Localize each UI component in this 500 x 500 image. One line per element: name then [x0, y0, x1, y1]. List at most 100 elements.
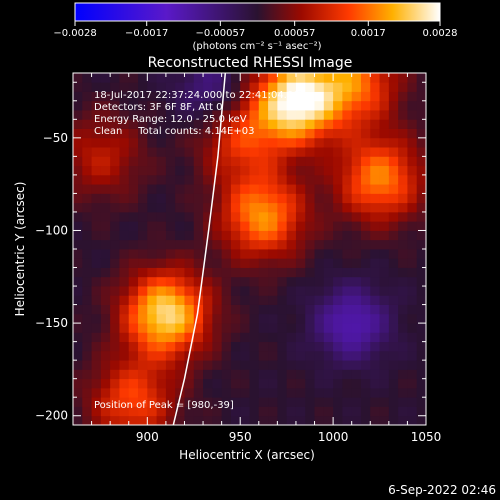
heatmap-cell — [379, 147, 390, 157]
heatmap-cell — [73, 230, 83, 241]
heatmap-cell — [203, 249, 213, 259]
heatmap-cell — [221, 276, 232, 287]
heatmap-cell — [333, 323, 343, 333]
heatmap-cell — [268, 397, 278, 407]
heatmap-cell — [305, 332, 315, 343]
heatmap-cell — [212, 202, 223, 213]
heatmap-cell — [119, 341, 130, 352]
heatmap-cell — [286, 249, 297, 259]
colorbar-unit-label: (photons cm⁻² s⁻¹ asec⁻²) — [192, 41, 321, 52]
heatmap-cell — [314, 211, 325, 222]
heatmap-cell — [82, 174, 92, 185]
heatmap-cell — [323, 156, 334, 167]
heatmap-cell — [156, 156, 167, 167]
heatmap-cell — [295, 332, 306, 343]
heatmap-cell — [416, 369, 426, 380]
heatmap-cell — [240, 313, 250, 324]
heatmap-cell — [147, 91, 158, 102]
heatmap-cell — [138, 332, 148, 343]
heatmap-cell — [370, 147, 380, 157]
heatmap-cell — [184, 128, 195, 139]
heatmap-cell — [240, 202, 250, 213]
heatmap-cell — [73, 276, 83, 287]
heatmap-cell — [342, 304, 353, 315]
heatmap-cell — [295, 304, 306, 315]
heatmap-cell — [73, 397, 83, 407]
heatmap-cell — [156, 350, 167, 361]
heatmap-cell — [73, 184, 83, 194]
heatmap-cell — [305, 276, 315, 287]
heatmap-cell — [249, 221, 260, 231]
heatmap-cell — [203, 202, 213, 213]
heatmap-cell — [416, 313, 426, 324]
heatmap-cell — [370, 193, 380, 204]
heatmap-cell — [230, 82, 241, 92]
heatmap-cell — [370, 341, 380, 352]
heatmap-cell — [138, 341, 148, 352]
heatmap-cell — [128, 406, 139, 417]
heatmap-cell — [314, 165, 325, 176]
heatmap-cell — [295, 100, 306, 111]
heatmap-cell — [73, 211, 83, 222]
heatmap-cell — [175, 91, 185, 102]
heatmap-cell — [82, 369, 92, 380]
heatmap-cell — [249, 147, 260, 157]
heatmap-cell — [277, 369, 288, 380]
heatmap-cell — [360, 369, 371, 380]
heatmap-cell — [184, 286, 195, 296]
heatmap-cell — [295, 184, 306, 194]
heatmap-cell — [240, 221, 250, 231]
heatmap-cell — [221, 415, 232, 425]
heatmap-cell — [314, 73, 325, 83]
heatmap-cell — [203, 350, 213, 361]
heatmap-cell — [277, 276, 288, 287]
heatmap-cell — [193, 360, 204, 370]
heatmap-cell — [240, 350, 250, 361]
heatmap-cell — [203, 110, 213, 120]
annotation-energy-range: Energy Range: 12.0 - 25.0 keV — [94, 114, 247, 125]
heatmap-cell — [379, 184, 390, 194]
heatmap-cell — [73, 387, 83, 398]
heatmap-cell — [184, 184, 195, 194]
heatmap-cell — [119, 147, 130, 157]
heatmap-cell — [82, 91, 92, 102]
heatmap-cell — [175, 82, 185, 92]
heatmap-cell — [100, 202, 111, 213]
heatmap-cell — [286, 276, 297, 287]
heatmap-cell — [91, 110, 102, 120]
heatmap-cell — [230, 193, 241, 204]
heatmap-cell — [221, 341, 232, 352]
heatmap-cell — [360, 100, 371, 111]
heatmap-cell — [119, 286, 130, 296]
heatmap-cell — [147, 82, 158, 92]
heatmap-cell — [82, 258, 92, 268]
heatmap-cell — [193, 73, 204, 83]
heatmap-cell — [333, 286, 343, 296]
heatmap-cell — [230, 387, 241, 398]
heatmap-cell — [407, 332, 418, 343]
heatmap-cell — [305, 341, 315, 352]
heatmap-cell — [360, 91, 371, 102]
heatmap-cell — [342, 369, 353, 380]
heatmap-cell — [398, 147, 408, 157]
heatmap-cell — [249, 295, 260, 305]
heatmap-cell — [221, 211, 232, 222]
heatmap-cell — [128, 193, 139, 204]
heatmap-cell — [268, 378, 278, 389]
heatmap-cell — [100, 184, 111, 194]
heatmap-cell — [370, 202, 380, 213]
heatmap-cell — [360, 397, 371, 407]
heatmap-cell — [295, 110, 306, 120]
heatmap-cell — [240, 91, 250, 102]
annotation-time-range: 18-Jul-2017 22:37:24.000 to 22:41:04.000 — [94, 90, 306, 101]
heatmap-cell — [258, 360, 269, 370]
heatmap-cell — [258, 147, 269, 157]
heatmap-cell — [128, 304, 139, 315]
heatmap-cell — [175, 174, 185, 185]
heatmap-cell — [128, 295, 139, 305]
heatmap-cell — [388, 369, 399, 380]
heatmap-cell — [165, 286, 176, 296]
heatmap-cell — [203, 313, 213, 324]
heatmap-cell — [240, 156, 250, 167]
heatmap-cell — [398, 323, 408, 333]
